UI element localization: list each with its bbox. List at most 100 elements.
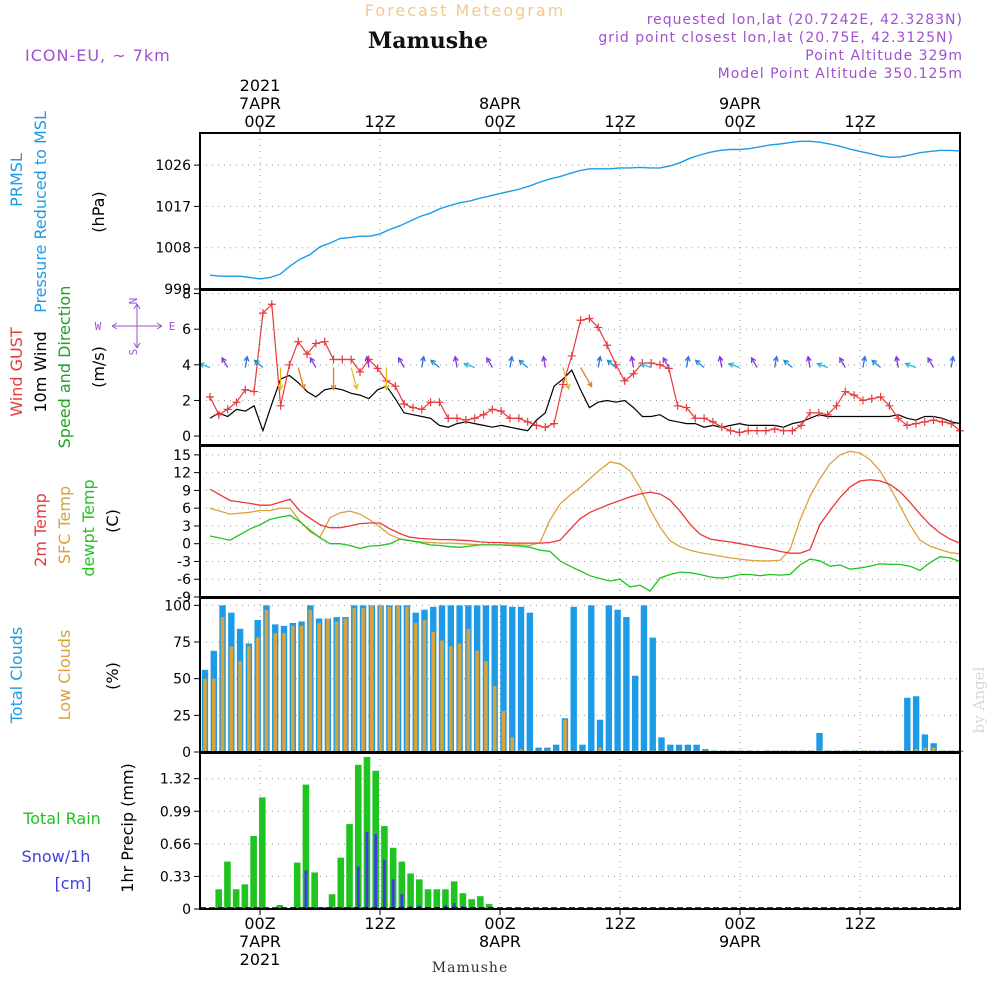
wind-direction-arrow <box>597 356 601 368</box>
rain-bar <box>442 889 449 909</box>
total-cloud-bar <box>491 605 498 752</box>
gust-marker <box>620 376 629 385</box>
y-tick-label: 12 <box>173 466 191 482</box>
gust-marker <box>673 401 682 410</box>
wind-arrow-head <box>694 359 701 366</box>
total-cloud-bar <box>526 612 534 752</box>
wind-direction-arrow <box>366 356 370 368</box>
low-cloud-bar <box>282 633 286 752</box>
wind-gust-label: Wind GUST <box>7 327 26 417</box>
total-cloud-bar <box>535 747 542 752</box>
wind-arrow-head <box>904 362 911 368</box>
y-tick-label: 75 <box>173 635 191 651</box>
gust-marker <box>947 419 956 428</box>
total-cloud-bar <box>509 606 516 752</box>
time-label: 00Z <box>724 914 755 933</box>
y-tick-label: 9 <box>182 483 191 499</box>
time-label: 12Z <box>844 914 875 933</box>
rain-bar <box>276 905 284 909</box>
wind-direction-arrow <box>254 359 264 368</box>
gust-marker <box>682 403 691 412</box>
wind-direction-arrow <box>662 357 670 368</box>
total-cloud-bar <box>614 609 621 752</box>
wind-direction-arrow <box>562 367 570 389</box>
gust-marker <box>470 414 479 423</box>
wind-arrow-head <box>383 384 390 391</box>
pressure-sublabel: Pressure Reduced to MSL <box>31 111 50 313</box>
y-tick-label: 1026 <box>155 158 191 174</box>
gust-marker <box>223 405 232 414</box>
total-cloud-bar <box>816 732 823 752</box>
rain-bar <box>485 904 493 909</box>
time-label: 12Z <box>844 112 875 131</box>
gust-marker <box>479 410 488 419</box>
rain-bar <box>293 862 301 909</box>
gust-marker <box>294 337 303 346</box>
low-cloud-bar <box>914 749 918 752</box>
clouds-panel: 0 25 50 75 100 <box>164 598 964 761</box>
pressure-line <box>209 140 961 280</box>
total-cloud-bar <box>588 605 595 752</box>
wind-direction-arrow <box>580 367 593 387</box>
y-tick-label: -9 <box>177 590 191 606</box>
low-cloud-bar <box>501 710 506 752</box>
rain-bar <box>311 872 318 909</box>
gust-marker <box>576 316 585 325</box>
wind-direction-arrow <box>430 359 440 368</box>
wind-speed-label: 10m Wind <box>31 331 50 412</box>
rain-bar <box>389 847 397 909</box>
wind-unit: (m/s) <box>89 346 108 388</box>
y-tick-label: 6 <box>182 501 191 517</box>
wind-direction-arrow <box>509 356 513 368</box>
low-clouds-label: Low Clouds <box>55 630 74 721</box>
gust-marker <box>770 424 779 433</box>
y-tick-label: 6 <box>182 322 191 338</box>
compass-west: W <box>95 320 102 333</box>
y-tick-label: 999 <box>164 282 191 298</box>
precip-label: 1hr Precip (mm) <box>118 763 137 893</box>
y-tick-label: -3 <box>177 554 191 570</box>
y-tick-label: 0.66 <box>160 837 191 853</box>
wind-direction-arrow <box>774 356 778 368</box>
gust-marker <box>797 421 806 430</box>
clouds-unit: (%) <box>103 662 122 690</box>
dewpoint-label: dewpt Temp <box>79 479 98 576</box>
y-tick-label: 3 <box>182 519 191 535</box>
gust-marker <box>814 408 823 417</box>
temp-sfc-label: SFC Temp <box>55 486 74 564</box>
gust-marker <box>867 394 876 403</box>
pressure-label: PRMSL <box>7 153 26 207</box>
wind-direction-arrow <box>454 356 458 368</box>
gust-marker <box>417 405 426 414</box>
temp-2m-line <box>209 479 961 554</box>
gust-marker <box>647 359 656 368</box>
gust-marker <box>850 391 859 400</box>
low-cloud-bar <box>299 625 304 752</box>
low-cloud-bar <box>519 749 523 752</box>
wind-direction-label: Speed and Direction <box>55 286 74 449</box>
wind-arrow-head <box>861 355 868 362</box>
snow-unit-label: [cm] <box>55 874 92 893</box>
rain-bar <box>224 861 231 909</box>
snow-bar <box>356 866 360 909</box>
panel-labels: PRMSL Pressure Reduced to MSL (hPa) Wind GU… <box>7 111 961 910</box>
time-label: 8APR <box>479 94 521 113</box>
wind-arrow-head <box>639 362 646 368</box>
wind-arrow-head <box>927 356 933 363</box>
wind-arrow-head <box>397 356 404 363</box>
gust-marker <box>806 408 814 417</box>
rain-bar <box>259 797 266 909</box>
wind-arrow-head <box>871 359 878 366</box>
gust-marker <box>426 398 435 407</box>
gust-marker <box>514 414 523 423</box>
supertitle: Forecast Meteogram <box>365 1 565 20</box>
rain-bar <box>433 889 441 909</box>
gridpoint-coords: grid point closest lon,lat (20.75E, 42.3… <box>598 30 954 46</box>
panel-frame <box>199 132 961 290</box>
low-cloud-bar <box>457 643 462 752</box>
low-cloud-bar <box>405 606 409 752</box>
wind-arrow-head <box>309 356 315 363</box>
rain-bar <box>477 896 484 909</box>
panel-frame <box>199 752 961 910</box>
